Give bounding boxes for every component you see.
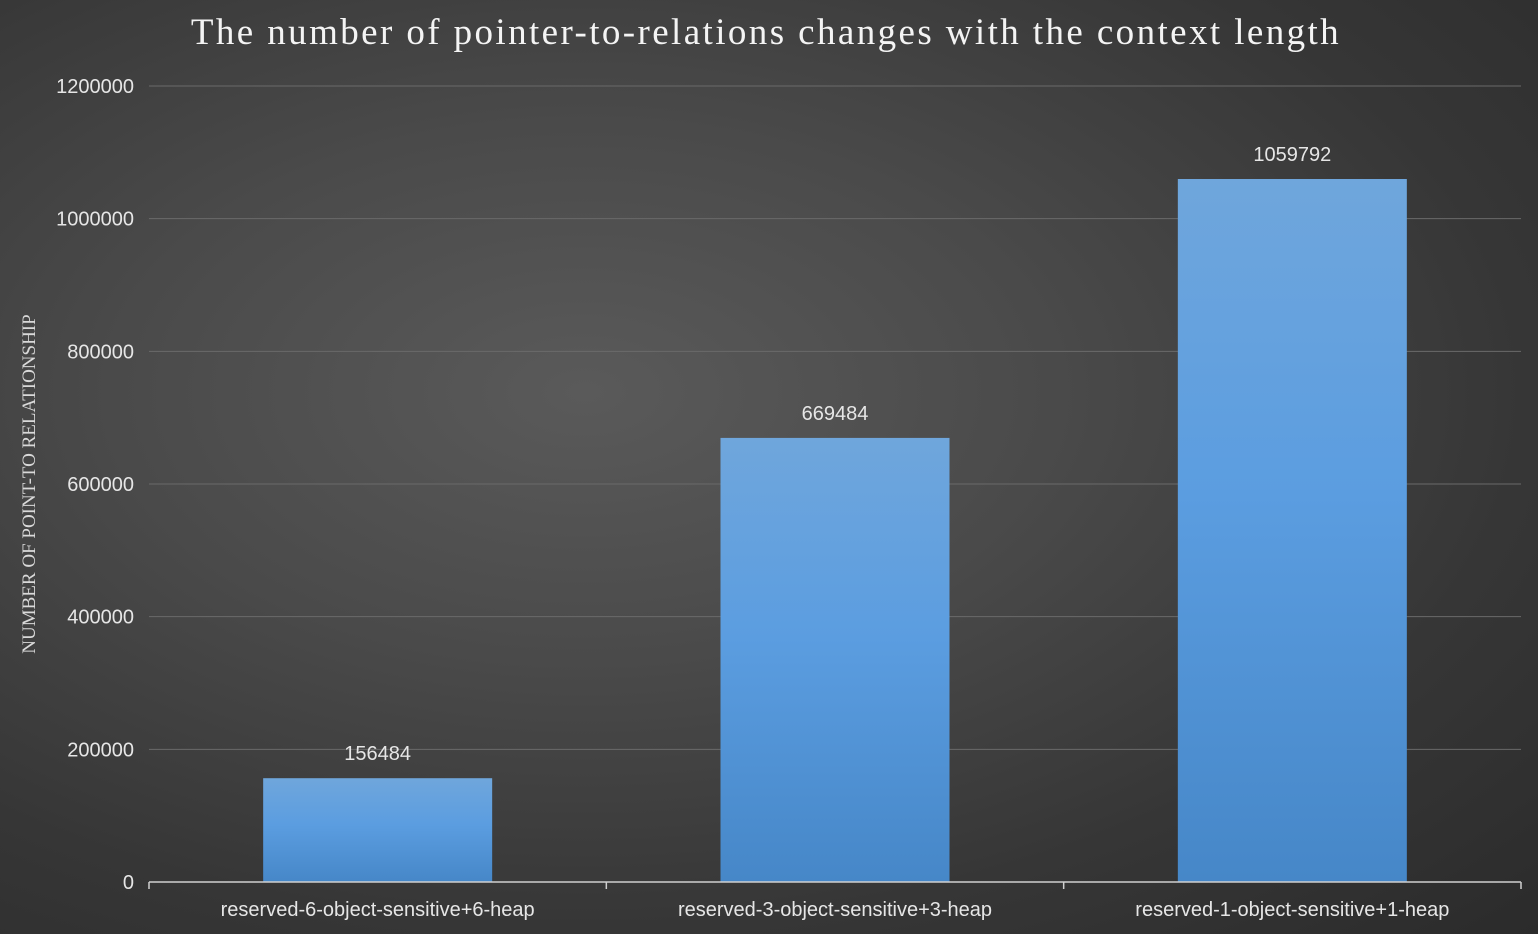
data-label: 669484 <box>802 403 869 425</box>
y-tick-label: 1000000 <box>56 209 134 231</box>
y-axis-ticks: 0 200000 400000 600000 800000 1000000 1200000 <box>56 76 134 894</box>
y-tick-label: 1200000 <box>56 76 134 98</box>
bars <box>263 179 1407 882</box>
y-tick-label: 400000 <box>67 607 134 629</box>
y-tick-label: 800000 <box>67 341 134 363</box>
chart-title: The number of pointer-to-relations chang… <box>191 12 1341 53</box>
x-tick-label: reserved-6-object-sensitive+6-heap <box>221 899 535 921</box>
bar <box>720 437 950 882</box>
y-tick-label: 600000 <box>67 474 134 496</box>
x-tick-label: reserved-3-object-sensitive+3-heap <box>678 899 992 921</box>
bar <box>1177 179 1407 882</box>
y-tick-label: 0 <box>123 872 134 894</box>
x-tick-label: reserved-1-object-sensitive+1-heap <box>1135 899 1449 921</box>
y-axis-label: NUMBER OF POINT-TO RELATIONSHIP <box>19 314 40 653</box>
y-tick-label: 200000 <box>67 739 134 761</box>
bar <box>263 778 493 882</box>
x-axis-ticks: reserved-6-object-sensitive+6-heap reserv… <box>221 899 1450 921</box>
x-axis <box>148 881 1522 889</box>
data-label: 1059792 <box>1253 144 1331 166</box>
data-label: 156484 <box>344 743 411 765</box>
data-labels: 156484 669484 1059792 <box>344 144 1331 765</box>
